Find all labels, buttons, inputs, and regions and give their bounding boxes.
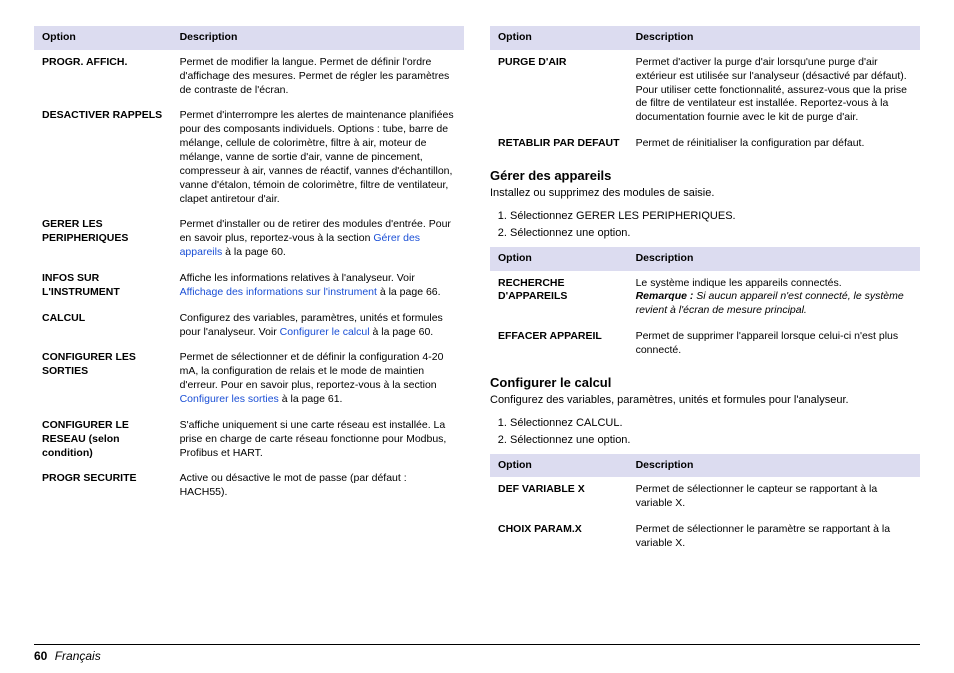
section-title-gerer: Gérer des appareils	[490, 167, 920, 184]
option-name: DEF VARIABLE X	[490, 477, 628, 517]
section-intro: Installez ou supprimez des modules de sa…	[490, 186, 920, 201]
option-desc: Permet de réinitialiser la configuration…	[628, 131, 920, 157]
options-table-gerer: Option Description RECHERCHE D'APPAREILS…	[490, 247, 920, 364]
options-table-right: Option Description PURGE D'AIR Permet d'…	[490, 26, 920, 157]
table-row: PURGE D'AIR Permet d'activer la purge d'…	[490, 50, 920, 131]
desc-post: à la page 66.	[377, 286, 441, 298]
table-row: CONFIGURER LES SORTIES Permet de sélecti…	[34, 345, 464, 412]
option-desc: Permet de supprimer l'appareil lorsque c…	[628, 324, 920, 364]
col-header-option: Option	[490, 26, 628, 50]
option-name: PROGR. AFFICH.	[34, 50, 172, 104]
options-table-left: Option Description PROGR. AFFICH. Permet…	[34, 26, 464, 506]
col-header-description: Description	[628, 247, 920, 271]
desc-pre: Le système indique les appareils connect…	[636, 277, 842, 289]
page-footer: 60 Français	[34, 644, 920, 663]
remark-label: Remarque :	[636, 290, 694, 302]
option-name: CHOIX PARAM.X	[490, 517, 628, 557]
steps-list: Sélectionnez CALCUL. Sélectionnez une op…	[490, 416, 920, 448]
desc-pre: Permet de sélectionner et de définir la …	[180, 351, 444, 391]
step-item: Sélectionnez une option.	[510, 433, 920, 448]
col-header-option: Option	[490, 247, 628, 271]
option-desc: Active ou désactive le mot de passe (par…	[172, 466, 464, 506]
section-title-calcul: Configurer le calcul	[490, 374, 920, 391]
option-desc: Configurez des variables, paramètres, un…	[172, 306, 464, 346]
table-row: RETABLIR PAR DEFAUT Permet de réinitiali…	[490, 131, 920, 157]
option-name: DESACTIVER RAPPELS	[34, 103, 172, 212]
desc-post: à la page 60.	[370, 326, 434, 338]
table-row: GERER LES PERIPHERIQUES Permet d'install…	[34, 212, 464, 266]
col-header-description: Description	[172, 26, 464, 50]
desc-post: à la page 60.	[222, 246, 286, 258]
option-desc: Affiche les informations relatives à l'a…	[172, 266, 464, 306]
link-affichage-infos[interactable]: Affichage des informations sur l'instrum…	[180, 286, 377, 298]
steps-list: Sélectionnez GERER LES PERIPHERIQUES. Sé…	[490, 209, 920, 241]
col-header-option: Option	[490, 454, 628, 478]
page-number: 60	[34, 649, 47, 663]
option-name: CONFIGURER LES SORTIES	[34, 345, 172, 412]
step-item: Sélectionnez CALCUL.	[510, 416, 920, 431]
table-row: EFFACER APPAREIL Permet de supprimer l'a…	[490, 324, 920, 364]
option-desc: Permet de sélectionner le capteur se rap…	[628, 477, 920, 517]
option-name: RECHERCHE D'APPAREILS	[490, 271, 628, 325]
option-desc: Permet d'activer la purge d'air lorsqu'u…	[628, 50, 920, 131]
table-row: CONFIGURER LE RESEAU (selon condition) S…	[34, 413, 464, 467]
option-desc: Permet d'interrompre les alertes de main…	[172, 103, 464, 212]
col-header-option: Option	[34, 26, 172, 50]
left-column: Option Description PROGR. AFFICH. Permet…	[34, 20, 464, 638]
desc-pre: Affiche les informations relatives à l'a…	[180, 272, 415, 284]
option-desc: S'affiche uniquement si une carte réseau…	[172, 413, 464, 467]
table-row: DEF VARIABLE X Permet de sélectionner le…	[490, 477, 920, 517]
desc-post: à la page 61.	[279, 393, 343, 405]
option-desc: Permet de sélectionner et de définir la …	[172, 345, 464, 412]
table-row: DESACTIVER RAPPELS Permet d'interrompre …	[34, 103, 464, 212]
option-desc: Le système indique les appareils connect…	[628, 271, 920, 325]
option-name: CONFIGURER LE RESEAU (selon condition)	[34, 413, 172, 467]
option-name: GERER LES PERIPHERIQUES	[34, 212, 172, 266]
option-name: RETABLIR PAR DEFAUT	[490, 131, 628, 157]
table-row: PROGR. AFFICH. Permet de modifier la lan…	[34, 50, 464, 104]
option-name: INFOS SUR L'INSTRUMENT	[34, 266, 172, 306]
link-configurer-calcul[interactable]: Configurer le calcul	[280, 326, 370, 338]
table-row: INFOS SUR L'INSTRUMENT Affiche les infor…	[34, 266, 464, 306]
step-item: Sélectionnez une option.	[510, 226, 920, 241]
link-configurer-sorties[interactable]: Configurer les sorties	[180, 393, 279, 405]
table-row: PROGR SECURITE Active ou désactive le mo…	[34, 466, 464, 506]
col-header-description: Description	[628, 26, 920, 50]
options-table-calcul: Option Description DEF VARIABLE X Permet…	[490, 454, 920, 557]
table-row: CALCUL Configurez des variables, paramèt…	[34, 306, 464, 346]
option-desc: Permet de modifier la langue. Permet de …	[172, 50, 464, 104]
col-header-description: Description	[628, 454, 920, 478]
right-column: Option Description PURGE D'AIR Permet d'…	[490, 20, 920, 638]
option-desc: Permet d'installer ou de retirer des mod…	[172, 212, 464, 266]
option-desc: Permet de sélectionner le paramètre se r…	[628, 517, 920, 557]
table-row: CHOIX PARAM.X Permet de sélectionner le …	[490, 517, 920, 557]
option-name: PURGE D'AIR	[490, 50, 628, 131]
table-row: RECHERCHE D'APPAREILS Le système indique…	[490, 271, 920, 325]
page-language: Français	[55, 649, 101, 663]
option-name: CALCUL	[34, 306, 172, 346]
section-intro: Configurez des variables, paramètres, un…	[490, 393, 920, 408]
option-name: EFFACER APPAREIL	[490, 324, 628, 364]
option-name: PROGR SECURITE	[34, 466, 172, 506]
step-item: Sélectionnez GERER LES PERIPHERIQUES.	[510, 209, 920, 224]
